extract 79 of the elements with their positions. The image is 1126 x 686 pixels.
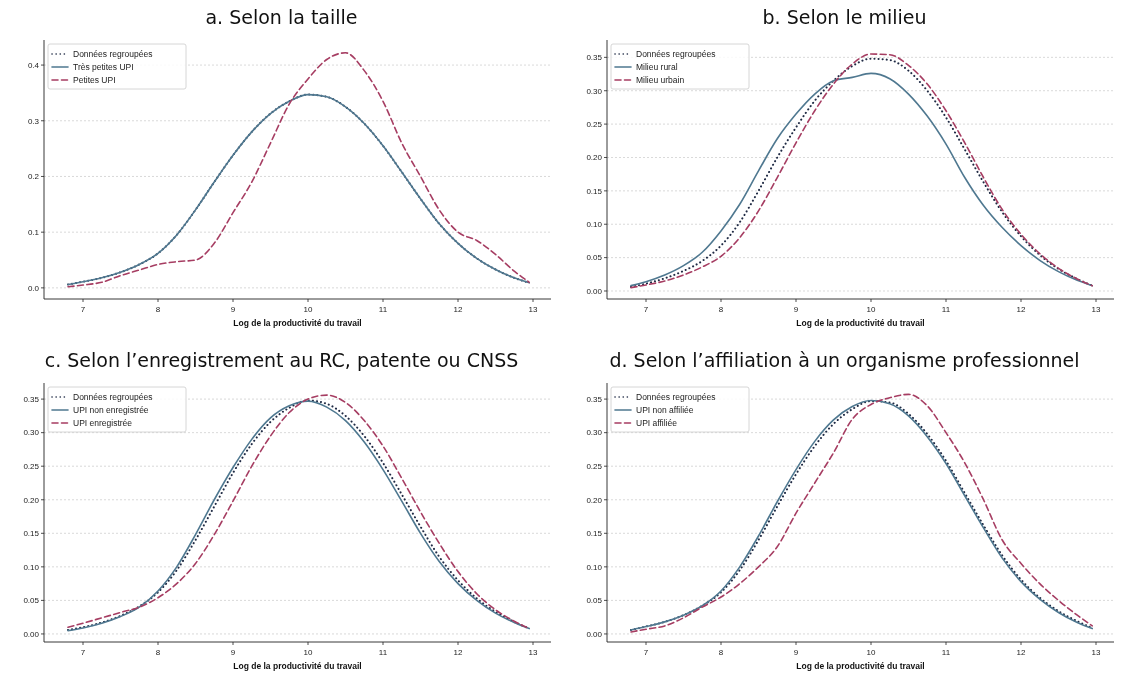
x-tick-label: 8 xyxy=(155,305,161,314)
y-tick-label: 0.15 xyxy=(23,529,40,539)
chart-title: c. Selon l’enregistrement au RC, patente ou CNSS xyxy=(44,349,519,371)
x-tick-label: 10 xyxy=(303,305,313,314)
legend-label: UPI enregistrée xyxy=(73,418,133,428)
line-series xyxy=(67,93,531,286)
chart-title: b. Selon le milieu xyxy=(762,6,927,28)
y-tick-label: 0.35 xyxy=(586,53,603,63)
chart-title: a. Selon la taille xyxy=(205,6,358,28)
x-tick-label: 13 xyxy=(528,648,538,657)
x-tick-label: 12 xyxy=(453,648,463,657)
legend-label: Données regroupées xyxy=(636,49,716,59)
y-tick-label: 0.15 xyxy=(586,529,603,539)
x-axis-title: Log de la productivité du travail xyxy=(233,318,362,328)
x-tick-label: 13 xyxy=(1091,305,1101,314)
y-tick-label: 0.20 xyxy=(23,495,40,505)
y-tick-label: 0.0 xyxy=(27,283,40,293)
y-tick-label: 0.30 xyxy=(23,428,40,438)
chart-title: d. Selon l’affiliation à un organisme professionnel xyxy=(609,349,1080,371)
y-tick-label: 0.20 xyxy=(586,495,603,505)
x-tick-label: 10 xyxy=(303,648,313,657)
x-axis-title: Log de la productivité du travail xyxy=(233,661,362,671)
x-tick-label: 11 xyxy=(941,648,951,657)
x-tick-label: 13 xyxy=(1091,648,1101,657)
x-tick-label: 8 xyxy=(718,305,724,314)
line-series xyxy=(67,52,531,288)
legend-label: Très petites UPI xyxy=(73,62,134,72)
y-tick-label: 0.30 xyxy=(586,428,603,438)
x-tick-label: 7 xyxy=(643,648,649,657)
y-tick-label: 0.30 xyxy=(586,86,603,96)
y-tick-label: 0.10 xyxy=(586,562,603,572)
y-tick-label: 0.25 xyxy=(586,462,603,471)
legend-label: Données regroupées xyxy=(73,392,153,402)
y-tick-label: 0.3 xyxy=(27,116,40,126)
y-tick-label: 0.00 xyxy=(586,629,603,639)
y-tick-label: 0.35 xyxy=(586,394,603,404)
legend-label: Milieu rural xyxy=(636,62,678,72)
x-tick-label: 8 xyxy=(718,648,724,657)
y-tick-label: 0.10 xyxy=(586,220,603,230)
y-tick-label: 0.4 xyxy=(27,60,40,70)
x-axis-title: Log de la productivité du travail xyxy=(796,661,925,671)
x-tick-label: 9 xyxy=(230,305,236,314)
y-tick-label: 0.15 xyxy=(586,186,603,196)
x-tick-label: 7 xyxy=(643,305,649,314)
x-axis-title: Log de la productivité du travail xyxy=(796,318,925,328)
x-tick-label: 11 xyxy=(941,305,951,314)
y-tick-label: 0.05 xyxy=(586,596,603,606)
y-tick-label: 0.05 xyxy=(23,596,40,606)
x-tick-label: 7 xyxy=(80,648,86,657)
x-tick-label: 11 xyxy=(378,648,388,657)
y-tick-label: 0.2 xyxy=(27,172,40,182)
legend-label: Données regroupées xyxy=(636,392,716,402)
legend-label: Données regroupées xyxy=(73,49,153,59)
x-tick-label: 12 xyxy=(1016,648,1026,657)
x-tick-label: 12 xyxy=(1016,305,1026,314)
y-tick-label: 0.35 xyxy=(23,394,40,404)
x-tick-label: 9 xyxy=(793,648,799,657)
y-tick-label: 0.10 xyxy=(23,562,40,572)
legend-label: Petites UPI xyxy=(73,75,116,85)
legend-label: UPI affiliée xyxy=(636,418,678,428)
x-tick-label: 13 xyxy=(528,305,538,314)
y-tick-label: 0.25 xyxy=(586,119,603,129)
x-tick-label: 8 xyxy=(155,648,161,657)
y-tick-label: 0.1 xyxy=(27,227,40,237)
x-tick-label: 9 xyxy=(230,648,236,657)
x-tick-label: 9 xyxy=(793,305,799,314)
x-tick-label: 11 xyxy=(378,305,388,314)
x-tick-label: 10 xyxy=(866,305,876,314)
x-tick-label: 7 xyxy=(80,305,86,314)
y-tick-label: 0.00 xyxy=(23,629,40,639)
x-tick-label: 10 xyxy=(866,648,876,657)
legend-label: Milieu urbain xyxy=(636,75,685,85)
legend-label: UPI non affiliée xyxy=(636,405,694,415)
x-tick-label: 12 xyxy=(453,305,463,314)
y-tick-label: 0.05 xyxy=(586,253,603,263)
legend-label: UPI non enregistrée xyxy=(73,405,149,415)
y-tick-label: 0.00 xyxy=(586,286,603,296)
y-tick-label: 0.25 xyxy=(23,462,40,471)
y-tick-label: 0.20 xyxy=(586,153,603,163)
